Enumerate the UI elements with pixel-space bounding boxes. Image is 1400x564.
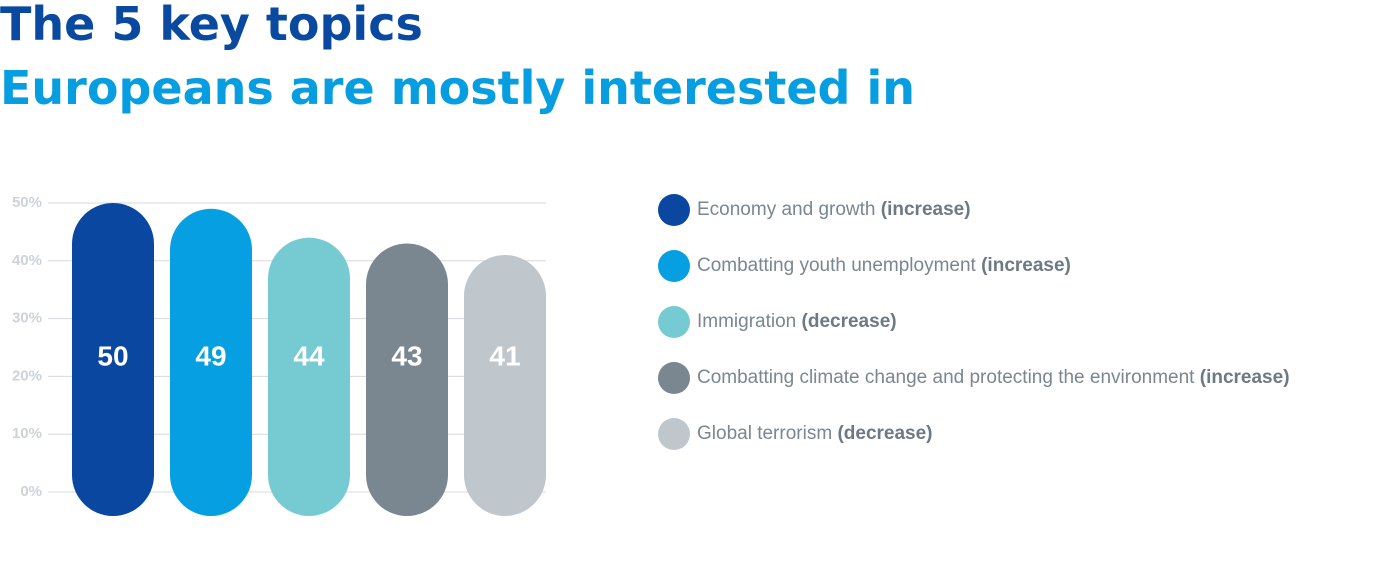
y-tick-label: 40%: [12, 252, 42, 269]
chart-subtitle: Europeans are mostly interested in: [0, 61, 915, 115]
legend-swatch: [658, 418, 690, 450]
legend-trend: (decrease): [802, 311, 897, 332]
legend-swatch: [658, 250, 690, 282]
legend-trend: (decrease): [837, 423, 932, 444]
legend-swatch: [658, 362, 690, 394]
chart-title: The 5 key topics: [0, 0, 423, 51]
value-label: 44: [293, 340, 325, 371]
legend-trend: (increase): [1200, 367, 1290, 388]
y-tick-label: 0%: [20, 483, 42, 500]
legend-label: Immigration: [697, 311, 796, 332]
legend-swatch: [658, 306, 690, 338]
value-label: 49: [195, 340, 226, 371]
value-label: 41: [489, 340, 520, 371]
y-tick-label: 50%: [12, 194, 42, 211]
legend-entry: Global terrorism (decrease): [697, 423, 933, 444]
bar: [170, 208, 252, 516]
legend-label: Combatting youth unemployment: [697, 255, 977, 276]
y-tick-label: 20%: [12, 367, 42, 384]
legend-label: Global terrorism: [697, 423, 832, 444]
legend-entry: Economy and growth (increase): [697, 199, 971, 220]
bar: [268, 237, 350, 516]
legend-trend: (increase): [981, 255, 1071, 276]
bar: [366, 243, 448, 516]
bar: [464, 255, 546, 516]
y-tick-label: 10%: [12, 425, 42, 442]
legend-label: Combatting climate change and protecting…: [697, 367, 1195, 388]
legend-trend: (increase): [881, 199, 971, 220]
legend-entry: Combatting youth unemployment (increase): [697, 255, 1071, 276]
legend-entry: Immigration (decrease): [697, 311, 897, 332]
value-label: 43: [391, 340, 422, 371]
value-label: 50: [97, 340, 128, 371]
legend-swatch: [658, 194, 690, 226]
bar: [72, 203, 154, 516]
legend-label: Economy and growth: [697, 199, 876, 220]
y-tick-label: 30%: [12, 310, 42, 327]
legend-entry: Combatting climate change and protecting…: [697, 367, 1290, 388]
